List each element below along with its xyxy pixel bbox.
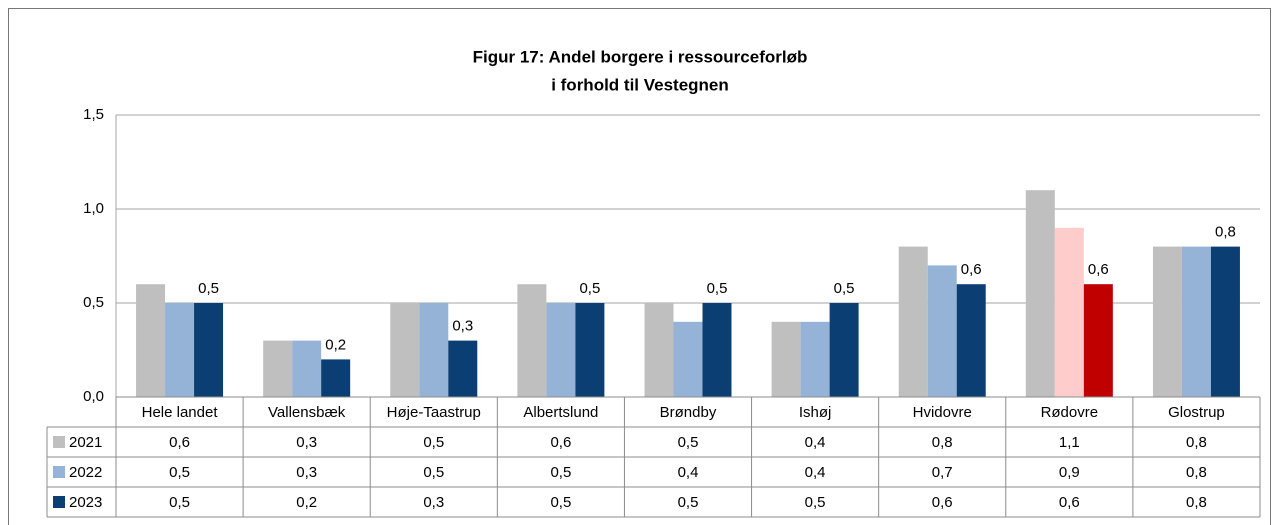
table-cell: 0,8	[932, 434, 953, 451]
table-cell: 0,5	[169, 464, 190, 481]
bar	[771, 321, 801, 397]
bar	[644, 303, 674, 397]
table-cell: 0,6	[932, 494, 953, 511]
table-cell: 0,4	[678, 464, 699, 481]
table-cell: 0,8	[1186, 434, 1207, 451]
bar	[292, 340, 322, 397]
bar	[165, 303, 195, 397]
table-cell: 0,5	[805, 494, 826, 511]
bar	[575, 303, 605, 397]
bar	[1181, 246, 1211, 397]
table-cell: 0,5	[550, 494, 571, 511]
y-tick-label: 1,0	[83, 200, 104, 217]
y-tick-label: 0,0	[83, 388, 104, 405]
x-tick-label: Rødovre	[1041, 404, 1099, 421]
bar	[1152, 246, 1182, 397]
x-tick-label: Albertslund	[523, 404, 598, 421]
bar	[194, 303, 224, 397]
table-cell: 0,4	[805, 434, 826, 451]
table-cell: 0,2	[296, 494, 317, 511]
bar	[136, 284, 166, 397]
bar	[1083, 284, 1113, 397]
legend-swatch	[53, 496, 65, 508]
x-tick-label: Hvidovre	[913, 404, 972, 421]
table-cell: 0,7	[932, 464, 953, 481]
data-label: 0,5	[707, 280, 728, 297]
data-label: 0,5	[198, 280, 219, 297]
table-cell: 0,5	[678, 434, 699, 451]
chart-title: Figur 17: Andel borgere i ressourceforlø…	[473, 47, 808, 66]
data-label: 0,5	[579, 280, 600, 297]
table-cell: 0,4	[805, 464, 826, 481]
table-cell: 0,6	[550, 434, 571, 451]
table-cell: 0,5	[423, 464, 444, 481]
legend-swatch	[53, 436, 65, 448]
legend-swatch	[53, 466, 65, 478]
table-cell: 0,3	[296, 464, 317, 481]
table-cell: 0,5	[169, 494, 190, 511]
bar	[800, 321, 830, 397]
data-label: 0,6	[1088, 261, 1109, 278]
table-cell: 0,6	[169, 434, 190, 451]
bar	[1054, 227, 1084, 397]
table-cell: 0,6	[1059, 494, 1080, 511]
data-label: 0,6	[961, 261, 982, 278]
table-cell: 0,3	[423, 494, 444, 511]
x-tick-label: Brøndby	[660, 404, 717, 421]
table-cell: 0,3	[296, 434, 317, 451]
bar	[263, 340, 293, 397]
bar	[702, 303, 732, 397]
bar	[390, 303, 420, 397]
bar	[1210, 246, 1240, 397]
x-tick-label: Ishøj	[799, 404, 832, 421]
legend-label: 2023	[69, 494, 102, 511]
table-cell: 0,5	[550, 464, 571, 481]
data-label: 0,8	[1215, 224, 1236, 241]
table-cell: 0,8	[1186, 464, 1207, 481]
table-cell: 0,5	[423, 434, 444, 451]
data-label: 0,5	[834, 280, 855, 297]
bar	[898, 246, 928, 397]
bar	[829, 303, 859, 397]
table-cell: 0,5	[678, 494, 699, 511]
data-label: 0,3	[452, 318, 473, 335]
data-label: 0,2	[325, 336, 346, 353]
bar	[927, 265, 957, 397]
table-cell: 1,1	[1059, 434, 1080, 451]
legend-label: 2022	[69, 464, 102, 481]
x-tick-label: Glostrup	[1168, 404, 1225, 421]
bar	[321, 359, 351, 397]
bar	[546, 303, 576, 397]
table-cell: 0,8	[1186, 494, 1207, 511]
chart-title: i forhold til Vestegnen	[551, 75, 729, 94]
bar	[517, 284, 547, 397]
bar	[673, 321, 703, 397]
bar	[448, 340, 478, 397]
x-tick-label: Hele landet	[142, 404, 219, 421]
x-tick-label: Høje-Taastrup	[387, 404, 481, 421]
y-tick-label: 0,5	[83, 294, 104, 311]
bar	[956, 284, 986, 397]
bar	[419, 303, 449, 397]
legend-label: 2021	[69, 434, 102, 451]
table-cell: 0,9	[1059, 464, 1080, 481]
bar	[1025, 190, 1055, 397]
x-tick-label: Vallensbæk	[268, 404, 346, 421]
y-tick-label: 1,5	[83, 106, 104, 123]
